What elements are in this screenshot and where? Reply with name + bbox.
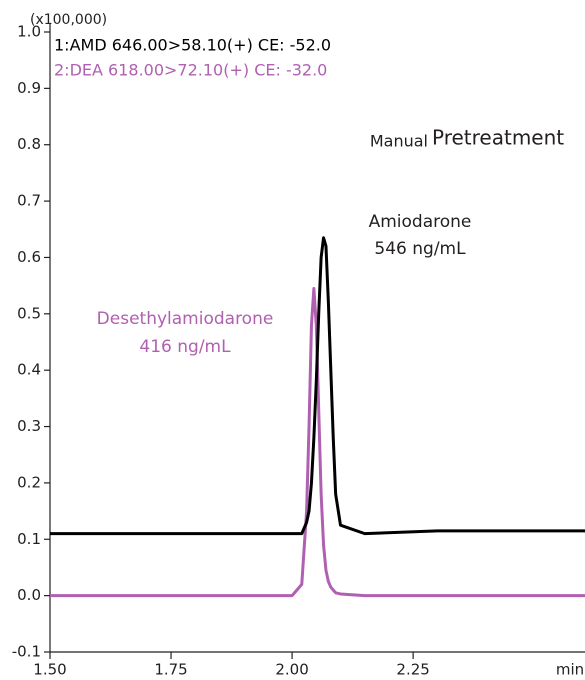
y-tick-label: 0.8 <box>17 135 41 153</box>
peak-amount: 546 ng/mL <box>374 239 466 259</box>
peak-name: Desethylamiodarone <box>97 309 274 329</box>
legend-entry: 2:DEA 618.00>72.10(+) CE: -32.0 <box>54 61 327 80</box>
y-tick-label: 1.0 <box>17 23 41 41</box>
x-unit: min <box>556 661 584 679</box>
trace <box>50 236 585 536</box>
peak-amount: 416 ng/mL <box>139 337 231 357</box>
trace <box>50 286 585 598</box>
y-tick-label: 0.6 <box>17 248 41 266</box>
y-multiplier: (x100,000) <box>30 12 107 28</box>
title-small: Manual <box>370 132 428 151</box>
y-tick-label: 0.7 <box>17 192 41 210</box>
y-tick-label: 0.2 <box>17 473 41 491</box>
y-tick-label: 0.3 <box>17 417 41 435</box>
y-tick-label: 0.5 <box>17 304 41 322</box>
x-tick-label: 1.50 <box>33 661 66 679</box>
y-tick-label: 0.4 <box>17 361 41 379</box>
title-large: Pretreatment <box>432 126 564 150</box>
y-tick-label: 0.9 <box>17 79 41 97</box>
legend-entry: 1:AMD 646.00>58.10(+) CE: -52.0 <box>54 36 331 55</box>
y-tick-label: 0.0 <box>17 586 41 604</box>
y-tick-label: -0.1 <box>12 643 41 661</box>
peak-name: Amiodarone <box>369 212 472 232</box>
x-tick-label: 2.00 <box>275 661 308 679</box>
y-tick-label: 0.1 <box>17 530 41 548</box>
x-tick-label: 2.25 <box>396 661 429 679</box>
x-tick-label: 1.75 <box>154 661 187 679</box>
